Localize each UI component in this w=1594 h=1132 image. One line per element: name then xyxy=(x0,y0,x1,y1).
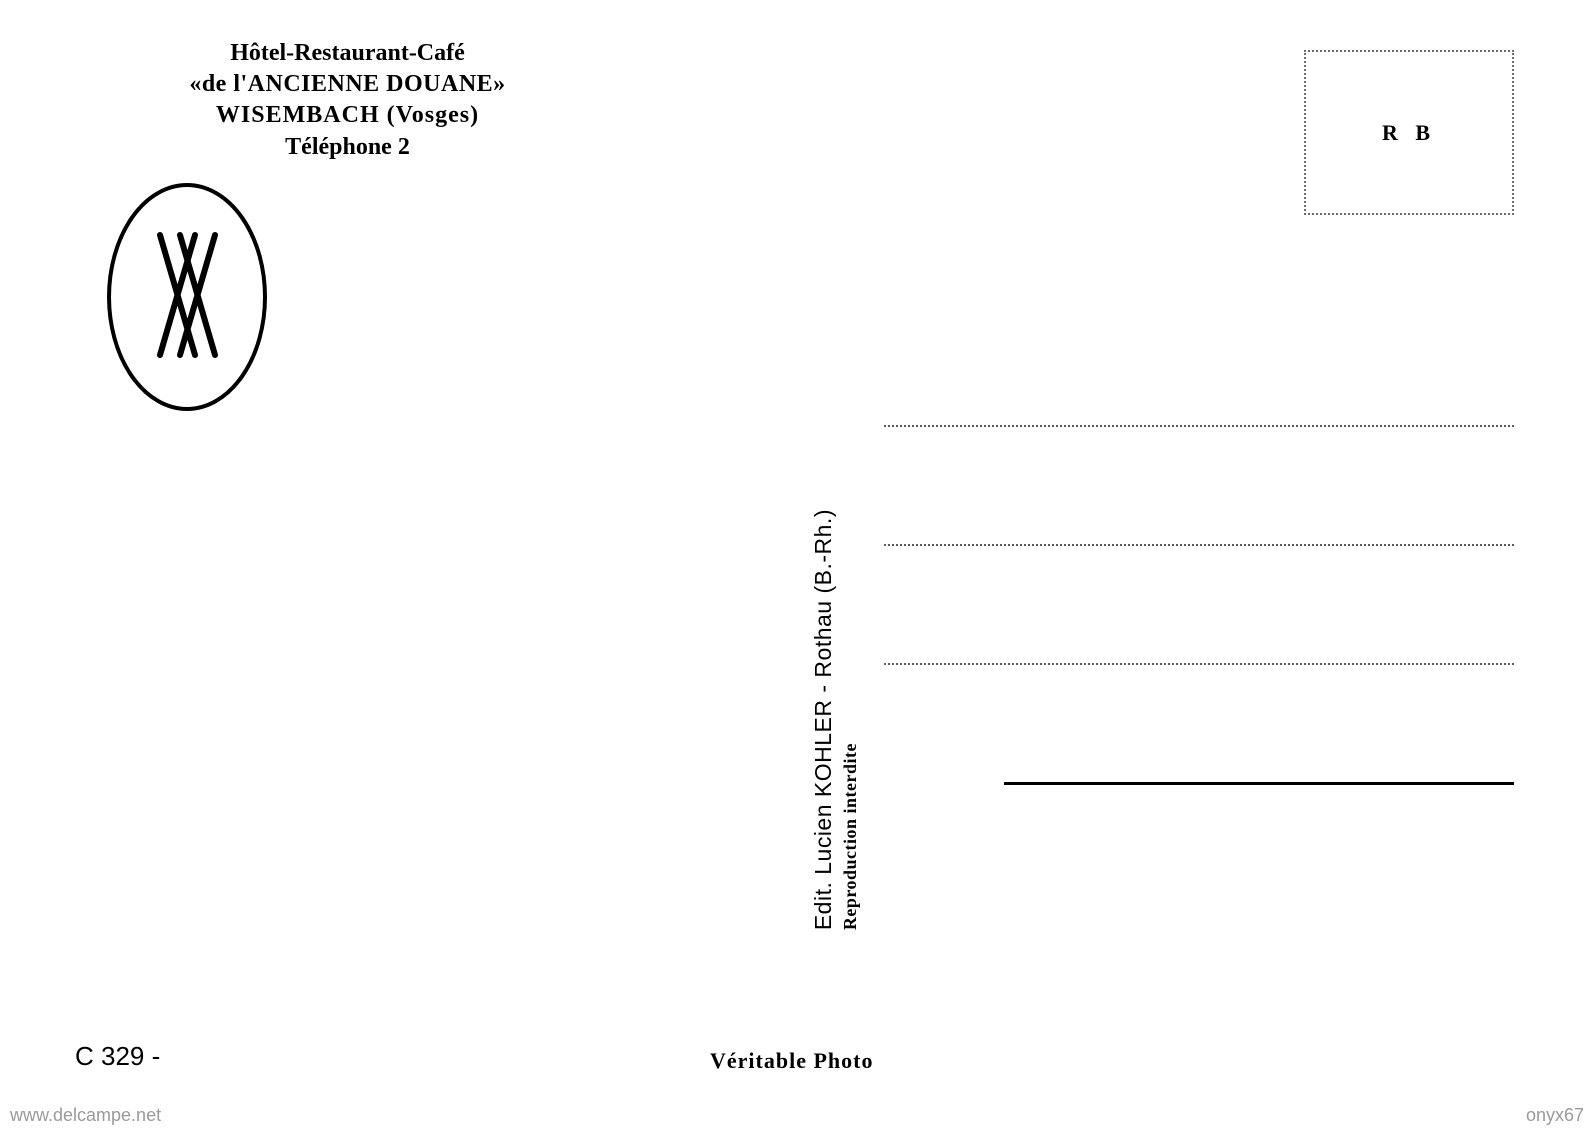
photo-label: Véritable Photo xyxy=(710,1048,873,1074)
address-line-2 xyxy=(884,544,1514,546)
header-line-4: Téléphone 2 xyxy=(125,132,570,163)
publisher-info: Edit. Lucien KOHLER - Rothau (B.-Rh.) Re… xyxy=(810,240,861,930)
reference-number: C 329 - xyxy=(75,1041,160,1072)
postcard-back: Hôtel-Restaurant-Café «de l'ANCIENNE DOU… xyxy=(0,0,1594,1132)
handwritten-mark-icon xyxy=(100,180,275,415)
address-line-4 xyxy=(1004,782,1514,785)
seller-text: onyx67 xyxy=(1526,1105,1584,1126)
stamp-placeholder: R B xyxy=(1304,50,1514,215)
header-line-3: WISEMBACH (Vosges) xyxy=(125,100,570,131)
publisher-name: Edit. Lucien KOHLER - Rothau (B.-Rh.) xyxy=(810,509,837,930)
watermark-text: www.delcampe.net xyxy=(10,1105,161,1126)
address-line-3 xyxy=(884,663,1514,665)
address-area xyxy=(884,425,1514,785)
reproduction-notice: Reproduction interdite xyxy=(840,509,861,930)
header-line-1: Hôtel-Restaurant-Café xyxy=(125,38,570,69)
stamp-text: R B xyxy=(1382,120,1436,146)
business-header: Hôtel-Restaurant-Café «de l'ANCIENNE DOU… xyxy=(125,38,570,163)
header-line-2: «de l'ANCIENNE DOUANE» xyxy=(125,69,570,100)
address-line-1 xyxy=(884,425,1514,427)
